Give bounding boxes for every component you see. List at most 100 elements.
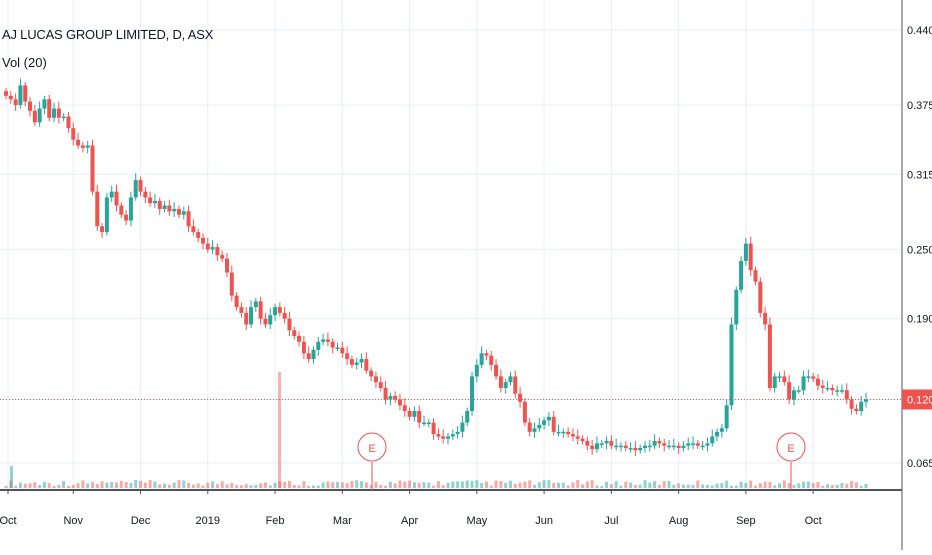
candle-body xyxy=(402,405,407,412)
earnings-marker[interactable] xyxy=(776,432,806,462)
candle-body xyxy=(537,424,542,429)
candle-body xyxy=(729,324,734,406)
candle-body xyxy=(830,387,835,391)
volume-bar xyxy=(840,482,844,488)
volume-bar xyxy=(768,481,772,488)
volume-bar xyxy=(10,466,13,488)
volume-bar xyxy=(792,484,796,488)
candle-body xyxy=(426,422,431,425)
candle-body xyxy=(138,180,143,192)
volume-bar xyxy=(494,480,498,488)
volume-bar xyxy=(95,484,99,488)
volume-bar xyxy=(667,481,671,488)
volume-bar xyxy=(139,480,143,488)
volume-bar xyxy=(268,485,272,488)
volume-bar xyxy=(729,485,733,488)
candle-body xyxy=(229,272,234,296)
volume-bar xyxy=(28,483,32,488)
volume-bar xyxy=(465,480,469,488)
volume-bar xyxy=(715,483,719,488)
volume-bar xyxy=(379,484,383,488)
volume-bar xyxy=(456,481,460,488)
candle-body xyxy=(604,441,609,444)
volume-bar xyxy=(489,485,493,488)
candle-body xyxy=(273,307,278,316)
volume-bar xyxy=(696,480,700,488)
volume-bar xyxy=(283,481,287,488)
candle-body xyxy=(18,85,23,106)
candle-body xyxy=(354,362,359,365)
candle-body xyxy=(825,387,830,390)
volume-bar xyxy=(451,481,455,488)
volume-bar xyxy=(360,481,364,488)
candle-body xyxy=(191,226,196,233)
candle-body xyxy=(652,441,657,446)
candle-body xyxy=(460,422,465,432)
candle-body xyxy=(662,443,667,446)
candle-body xyxy=(772,376,777,388)
candle-body xyxy=(518,393,523,402)
earnings-marker-label: E xyxy=(787,443,794,455)
candle-body xyxy=(4,91,8,96)
volume-bar xyxy=(480,482,484,488)
volume-bar xyxy=(393,483,397,488)
volume-bar xyxy=(566,485,570,488)
volume-bar xyxy=(62,481,66,488)
volume-bar xyxy=(609,484,613,488)
candle-body xyxy=(671,445,676,448)
candle-body xyxy=(157,200,162,209)
candle-body xyxy=(8,95,13,100)
volume-bar xyxy=(835,484,839,488)
volume-bar xyxy=(66,485,70,488)
candle-body xyxy=(782,376,787,383)
volume-bar xyxy=(76,483,80,488)
candle-body xyxy=(686,443,691,446)
candle-body xyxy=(95,191,100,227)
volume-bar xyxy=(52,485,56,488)
volume-bar xyxy=(81,480,85,488)
candle-body xyxy=(364,359,369,371)
candle-body xyxy=(609,441,614,446)
candle-body xyxy=(373,376,378,383)
volume-bar xyxy=(826,484,830,488)
volume-bar xyxy=(686,484,690,488)
candle-body xyxy=(446,436,451,439)
candle-body xyxy=(575,436,580,439)
candle-body xyxy=(349,359,354,365)
volume-bar xyxy=(134,480,138,488)
volume-bar xyxy=(311,485,315,488)
candle-body xyxy=(503,382,508,388)
candle-body xyxy=(412,411,417,417)
candle-body xyxy=(369,370,374,377)
volume-bar xyxy=(619,485,623,488)
volume-bar xyxy=(773,485,777,488)
volume-bar xyxy=(417,482,421,488)
volume-bar xyxy=(254,484,258,488)
candle-body xyxy=(623,445,628,448)
candle-body xyxy=(383,387,388,400)
volume-bar xyxy=(374,481,378,488)
candle-body xyxy=(321,339,326,342)
volume-bar xyxy=(432,485,436,488)
candle-body xyxy=(167,205,172,212)
candle-body xyxy=(316,341,321,350)
x-tick-label: Sep xyxy=(736,515,756,527)
candle-body xyxy=(306,353,311,360)
candle-body xyxy=(172,208,177,212)
candle-body xyxy=(527,422,532,432)
volume-bar xyxy=(57,484,61,488)
volume-bar xyxy=(191,484,195,488)
candle-body xyxy=(479,353,484,365)
current-price-badge xyxy=(902,389,932,410)
earnings-marker[interactable] xyxy=(357,432,387,462)
candle-body xyxy=(590,445,595,450)
candle-body xyxy=(205,243,210,250)
volume-bar xyxy=(110,482,114,488)
volume-bar xyxy=(542,480,546,488)
candle-body xyxy=(128,197,133,221)
candle-body xyxy=(186,211,191,227)
candle-body xyxy=(767,324,772,388)
candle-body xyxy=(618,445,623,448)
